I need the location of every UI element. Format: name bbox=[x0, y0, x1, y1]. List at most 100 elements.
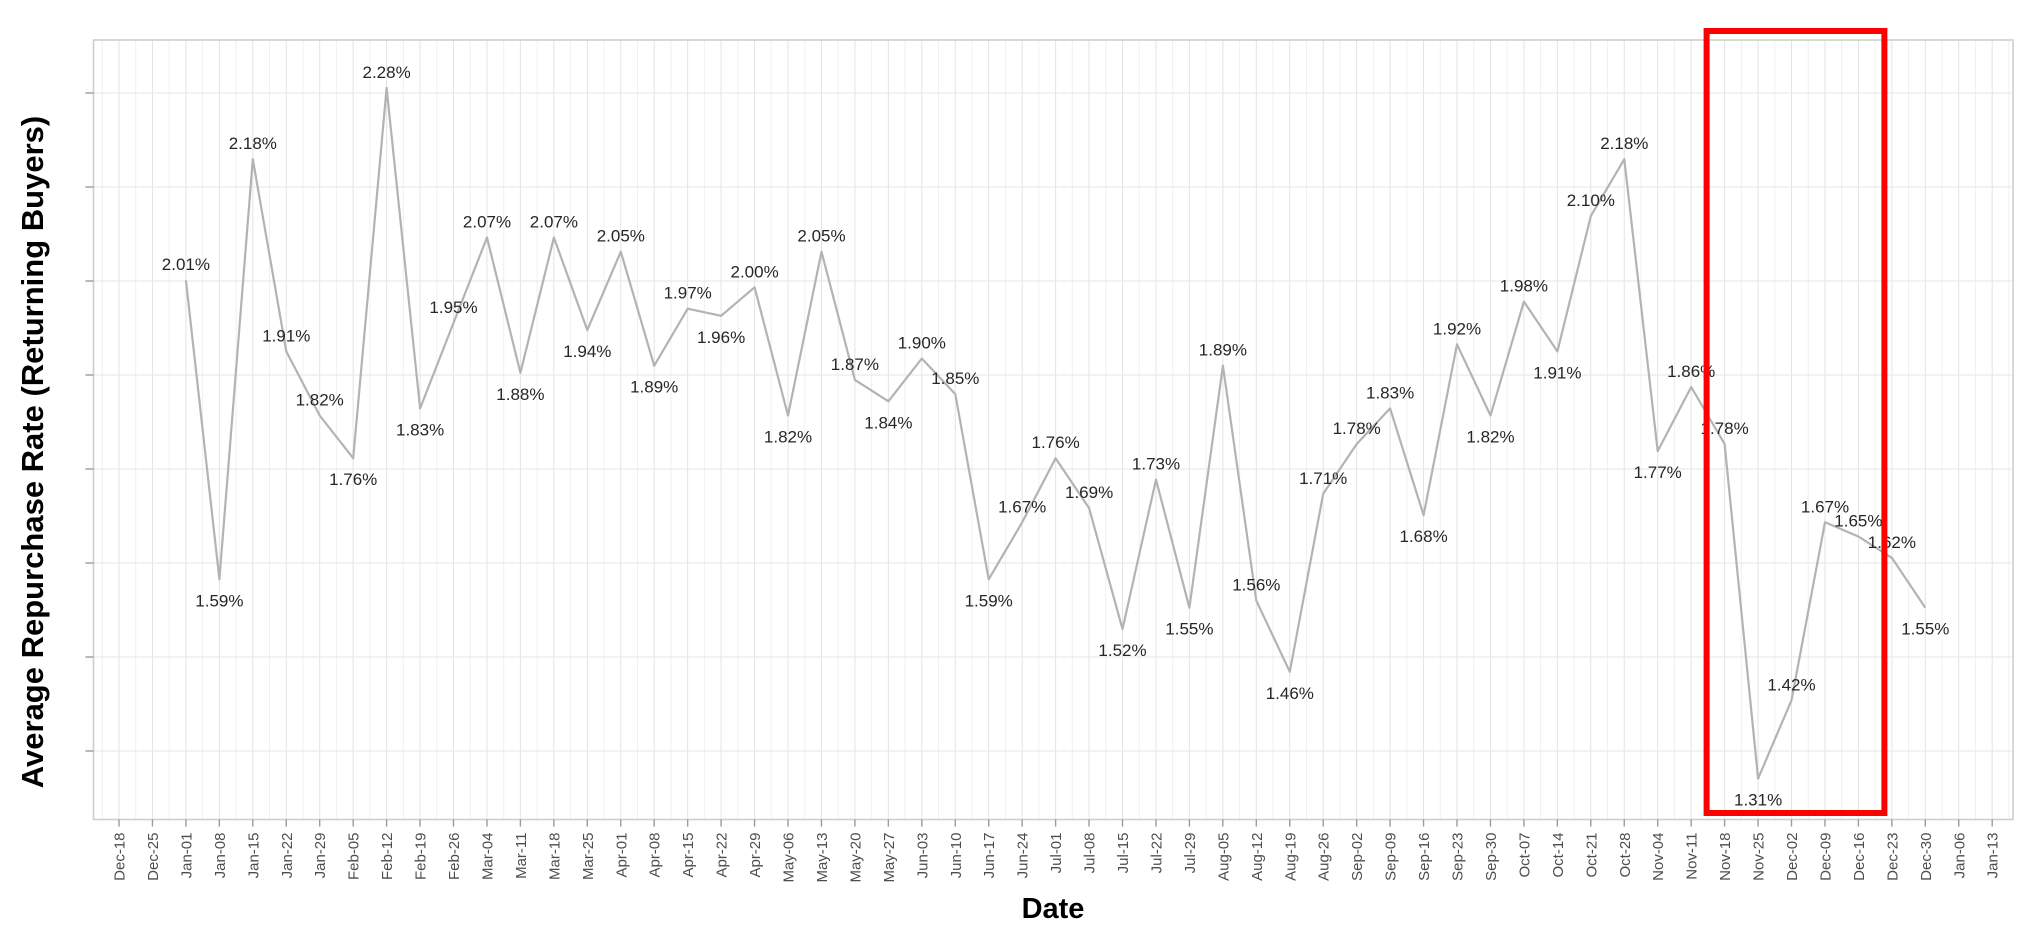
x-tick-label: Jul-29 bbox=[1182, 833, 1199, 874]
point-label: 2.10% bbox=[1567, 191, 1615, 210]
gridlines-vertical-major bbox=[118, 40, 1993, 820]
x-tick-label: Dec-25 bbox=[145, 833, 162, 881]
x-tick-label: Jun-17 bbox=[981, 833, 998, 879]
point-label: 2.07% bbox=[530, 213, 578, 232]
x-tick-label: Mar-25 bbox=[580, 833, 597, 881]
point-label: 1.78% bbox=[1333, 419, 1381, 438]
highlight-rectangle bbox=[1703, 28, 1888, 816]
point-label: 1.96% bbox=[697, 328, 745, 347]
point-label: 2.00% bbox=[730, 262, 778, 281]
point-label: 1.89% bbox=[630, 378, 678, 397]
point-label: 1.73% bbox=[1132, 455, 1180, 474]
point-label: 1.88% bbox=[496, 385, 544, 404]
x-tick-label: Jul-01 bbox=[1048, 833, 1065, 874]
x-tick-label: Aug-12 bbox=[1249, 833, 1266, 881]
x-tick-label: Feb-05 bbox=[346, 833, 363, 881]
point-label: 1.67% bbox=[998, 497, 1046, 516]
point-label: 1.68% bbox=[1399, 527, 1447, 546]
x-tick-label: Oct-21 bbox=[1583, 833, 1600, 878]
x-tick-label: May-13 bbox=[814, 833, 831, 883]
point-label: 2.01% bbox=[162, 255, 210, 274]
point-label: 1.82% bbox=[1466, 428, 1514, 447]
point-label: 1.91% bbox=[1533, 363, 1581, 382]
x-tick-label: Jun-10 bbox=[948, 833, 965, 879]
point-label: 1.55% bbox=[1901, 620, 1949, 639]
point-label: 1.77% bbox=[1634, 463, 1682, 482]
x-tick-label: Apr-15 bbox=[680, 833, 697, 878]
x-tick-label: Jul-08 bbox=[1082, 833, 1099, 874]
x-tick-label: Nov-25 bbox=[1751, 833, 1768, 881]
point-label: 1.92% bbox=[1433, 319, 1481, 338]
point-label: 1.89% bbox=[1199, 341, 1247, 360]
x-tick-label: May-27 bbox=[881, 833, 898, 883]
point-label: 1.90% bbox=[898, 334, 946, 353]
point-label: 1.76% bbox=[1031, 433, 1079, 452]
x-tick-label: Apr-29 bbox=[747, 833, 764, 878]
x-tick-label: Nov-04 bbox=[1650, 833, 1667, 881]
x-tick-label: Dec-18 bbox=[112, 833, 129, 881]
point-label: 1.98% bbox=[1500, 277, 1548, 296]
axis-tick-marks bbox=[85, 92, 1993, 827]
x-tick-label: Jul-15 bbox=[1115, 833, 1132, 874]
x-tick-label: May-06 bbox=[781, 833, 798, 883]
x-tick-label: Nov-18 bbox=[1717, 833, 1734, 881]
x-tick-label: Aug-26 bbox=[1316, 833, 1333, 881]
x-tick-label: Feb-19 bbox=[413, 833, 430, 881]
point-label: 1.97% bbox=[664, 284, 712, 303]
point-label: 1.71% bbox=[1299, 469, 1347, 488]
x-tick-label: Jan-08 bbox=[212, 833, 229, 879]
x-tick-label: Jul-22 bbox=[1148, 833, 1165, 874]
x-axis-tick-labels: Dec-18 Dec-25 Jan-01 Jan-08 Jan-15 Jan-22 Jan-… bbox=[112, 833, 2002, 883]
point-label: 1.69% bbox=[1065, 483, 1113, 502]
x-tick-label: Feb-26 bbox=[446, 833, 463, 881]
x-axis-title: Date bbox=[1021, 893, 1085, 925]
point-label: 2.05% bbox=[797, 227, 845, 246]
x-tick-label: Apr-01 bbox=[613, 833, 630, 878]
gridlines-horizontal bbox=[93, 92, 2013, 752]
y-axis-title: Average Repurchase Rate (Returning Buyer… bbox=[15, 115, 50, 789]
point-label: 1.52% bbox=[1098, 641, 1146, 660]
x-tick-label: Dec-23 bbox=[1884, 833, 1901, 881]
x-tick-label: Jun-03 bbox=[914, 833, 931, 879]
x-tick-label: Dec-09 bbox=[1817, 833, 1834, 881]
x-tick-label: Oct-14 bbox=[1550, 833, 1567, 878]
point-label: 1.84% bbox=[864, 413, 912, 432]
x-tick-label: Sep-09 bbox=[1383, 833, 1400, 881]
point-label: 2.05% bbox=[597, 227, 645, 246]
x-tick-label: Sep-23 bbox=[1450, 833, 1467, 881]
point-label: 1.87% bbox=[831, 355, 879, 374]
x-tick-label: Sep-30 bbox=[1483, 833, 1500, 881]
x-tick-label: Jan-22 bbox=[279, 833, 296, 879]
x-tick-label: Jan-15 bbox=[245, 833, 262, 879]
plot-border bbox=[92, 39, 2014, 821]
gridlines-vertical-minor bbox=[101, 40, 2010, 820]
point-label: 2.18% bbox=[1600, 134, 1648, 153]
x-tick-label: Sep-02 bbox=[1349, 833, 1366, 881]
x-tick-label: Jan-01 bbox=[178, 833, 195, 879]
point-label: 1.76% bbox=[329, 470, 377, 489]
point-label: 1.83% bbox=[1366, 383, 1414, 402]
point-label: 1.91% bbox=[262, 326, 310, 345]
series-line bbox=[184, 86, 1927, 780]
x-tick-label: Jan-06 bbox=[1951, 833, 1968, 879]
point-label: 1.86% bbox=[1667, 362, 1715, 381]
point-label: 1.95% bbox=[429, 298, 477, 317]
x-tick-label: Dec-02 bbox=[1784, 833, 1801, 881]
x-tick-label: Jan-29 bbox=[312, 833, 329, 879]
point-label: 1.56% bbox=[1232, 576, 1280, 595]
point-label: 1.85% bbox=[931, 369, 979, 388]
x-tick-label: Nov-11 bbox=[1684, 833, 1701, 880]
point-label: 1.42% bbox=[1767, 675, 1815, 694]
x-tick-label: Mar-04 bbox=[479, 833, 496, 881]
x-tick-label: Mar-18 bbox=[546, 833, 563, 881]
x-tick-label: Dec-16 bbox=[1851, 833, 1868, 881]
point-label: 1.94% bbox=[563, 342, 611, 361]
point-label: 1.59% bbox=[195, 591, 243, 610]
x-tick-label: Mar-11 bbox=[513, 833, 530, 879]
x-tick-label: Apr-08 bbox=[647, 833, 664, 878]
x-tick-label: Sep-16 bbox=[1416, 833, 1433, 881]
x-tick-label: Feb-12 bbox=[379, 833, 396, 881]
point-label: 1.46% bbox=[1266, 684, 1314, 703]
point-labels: 2.01% 1.59% 2.18% 1.91% 1.82% 1.76% 2.28% 1.83%… bbox=[162, 63, 1950, 810]
